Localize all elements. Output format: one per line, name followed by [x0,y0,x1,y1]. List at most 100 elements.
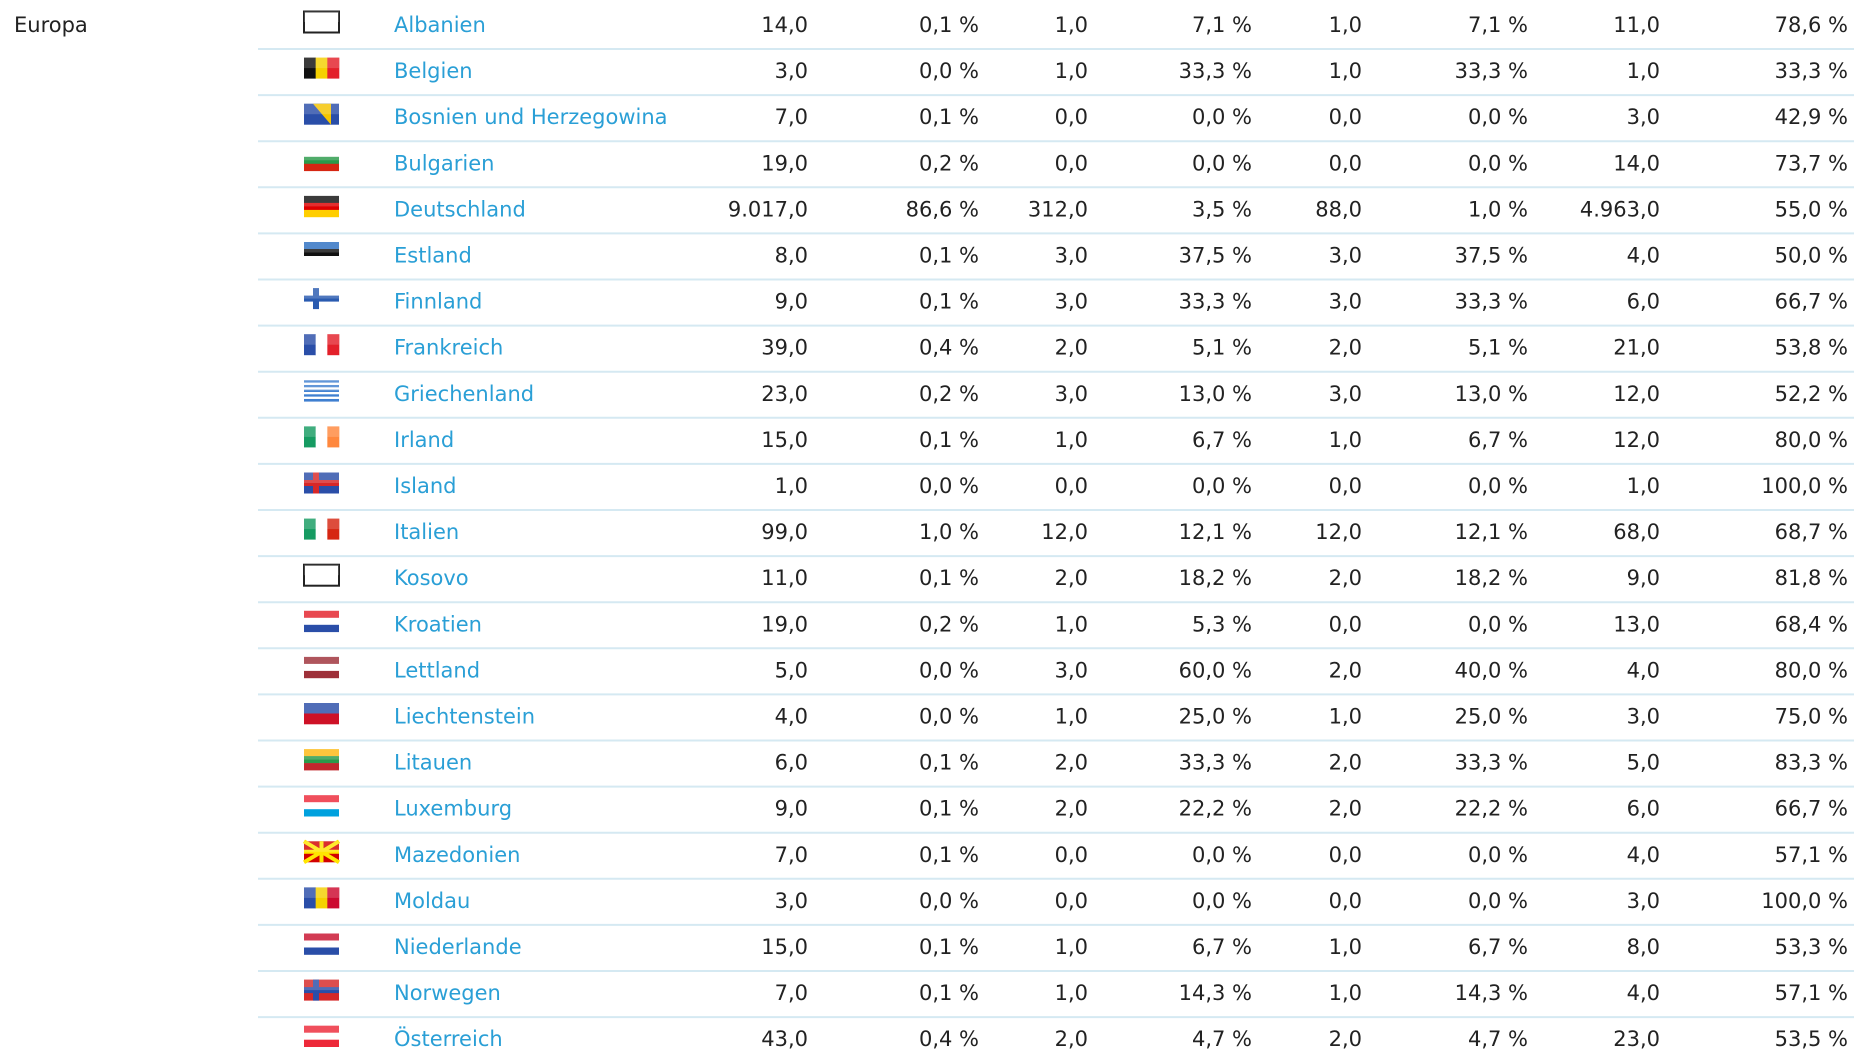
cell-value: 73,7 % [1775,151,1848,175]
flag-stripe [327,887,340,909]
country-link[interactable]: Norwegen [394,981,501,1005]
country-link[interactable]: Liechtenstein [394,705,535,729]
country-link[interactable]: Luxemburg [394,797,512,821]
flag-shine [304,334,339,345]
country-link[interactable]: Italien [394,520,459,544]
country-link[interactable]: Mazedonien [394,843,520,867]
cell-value: 7,0 [775,981,808,1005]
country-link[interactable]: Estland [394,244,472,268]
flag-shine [304,426,339,437]
cell-value: 33,3 % [1455,290,1528,314]
flag [304,795,339,817]
cell-value: 18,2 % [1455,566,1528,590]
country-link[interactable]: Belgien [394,59,473,83]
flag-sun [317,847,326,856]
flag-stripe [304,394,339,397]
cell-value: 0,4 % [919,1027,979,1050]
cell-value: 1,0 [1627,59,1660,83]
cell-value: 0,4 % [919,336,979,360]
country-link[interactable]: Griechenland [394,382,534,406]
country-link[interactable]: Irland [394,428,454,452]
cell-value: 9,0 [1627,566,1660,590]
flag [304,426,340,448]
cell-value: 4,0 [1627,658,1660,682]
cell-value: 66,7 % [1775,797,1848,821]
cell-value: 2,0 [1329,336,1362,360]
country-link[interactable]: Kroatien [394,612,482,636]
country-link[interactable]: Bulgarien [394,151,494,175]
cell-value: 1,0 [1329,13,1362,37]
flag-stripe [327,426,340,448]
flag-stripe [315,57,328,79]
cell-value: 55,0 % [1775,197,1848,221]
country-link[interactable]: Albanien [394,13,486,37]
cell-value: 100,0 % [1761,889,1848,913]
flag-stripe [304,749,339,757]
cell-value: 7,0 [775,843,808,867]
flag [304,749,339,771]
cell-value: 1,0 % [919,520,979,544]
cell-value: 23,0 [761,382,808,406]
cell-value: 0,1 % [919,981,979,1005]
cell-value: 33,3 % [1179,290,1252,314]
cell-value: 9,0 [775,290,808,314]
cell-value: 3,0 [1329,244,1362,268]
flag-stripe [304,426,316,448]
cell-value: 75,0 % [1775,705,1848,729]
cell-value: 21,0 [1613,336,1660,360]
cell-value: 3,0 [1627,705,1660,729]
cell-value: 3,5 % [1192,197,1252,221]
country-link[interactable]: Litauen [394,751,472,775]
country-link[interactable]: Deutschland [394,197,526,221]
country-link[interactable]: Finnland [394,290,482,314]
country-link[interactable]: Island [394,474,456,498]
flag-stripe [304,391,339,395]
flag-stripe [315,887,328,909]
flag [304,103,339,125]
flag-stripe [304,663,339,672]
cell-value: 312,0 [1028,197,1088,221]
flag-shine [304,1025,339,1037]
flag-shine [304,149,339,161]
country-link[interactable]: Lettland [394,658,480,682]
cell-value: 81,8 % [1775,566,1848,590]
country-link[interactable]: Kosovo [394,566,469,590]
cell-value: 6,0 [1627,797,1660,821]
cell-value: 0,0 [1055,474,1088,498]
cell-value: 80,0 % [1775,428,1848,452]
flag-stripe [304,703,339,714]
country-link[interactable]: Bosnien und Herzegowina [394,105,668,129]
cell-value: 52,2 % [1775,382,1848,406]
flag [304,380,339,402]
country-link[interactable]: Österreich [394,1026,503,1050]
cell-value: 15,0 [761,935,808,959]
cell-value: 3,0 [1329,382,1362,406]
flag-shine [304,11,339,22]
cell-value: 14,3 % [1455,981,1528,1005]
cell-value: 0,0 [1055,843,1088,867]
flag-stripe [304,518,316,540]
country-link[interactable]: Moldau [394,889,470,913]
flag-stripe [304,387,339,390]
cell-value: 13,0 % [1179,382,1252,406]
cell-value: 7,0 [775,105,808,129]
flag-shine [304,242,339,253]
cell-value: 1,0 [1055,935,1088,959]
cell-value: 0,0 % [1468,843,1528,867]
cell-value: 4,7 % [1192,1027,1252,1050]
flag-stripe [304,624,339,633]
cell-value: 3,0 [775,889,808,913]
cell-value: 0,0 [1329,105,1362,129]
cell-value: 2,0 [1329,658,1362,682]
flag-stripe [327,57,340,79]
country-link[interactable]: Niederlande [394,935,522,959]
cell-value: 12,0 [1613,428,1660,452]
country-link[interactable]: Frankreich [394,336,503,360]
flag [304,334,340,356]
cell-value: 1,0 [1329,935,1362,959]
flag-stripe [304,57,316,79]
cell-value: 0,0 % [1468,151,1528,175]
cell-value: 12,0 [1613,382,1660,406]
cell-value: 4.963,0 [1580,197,1660,221]
